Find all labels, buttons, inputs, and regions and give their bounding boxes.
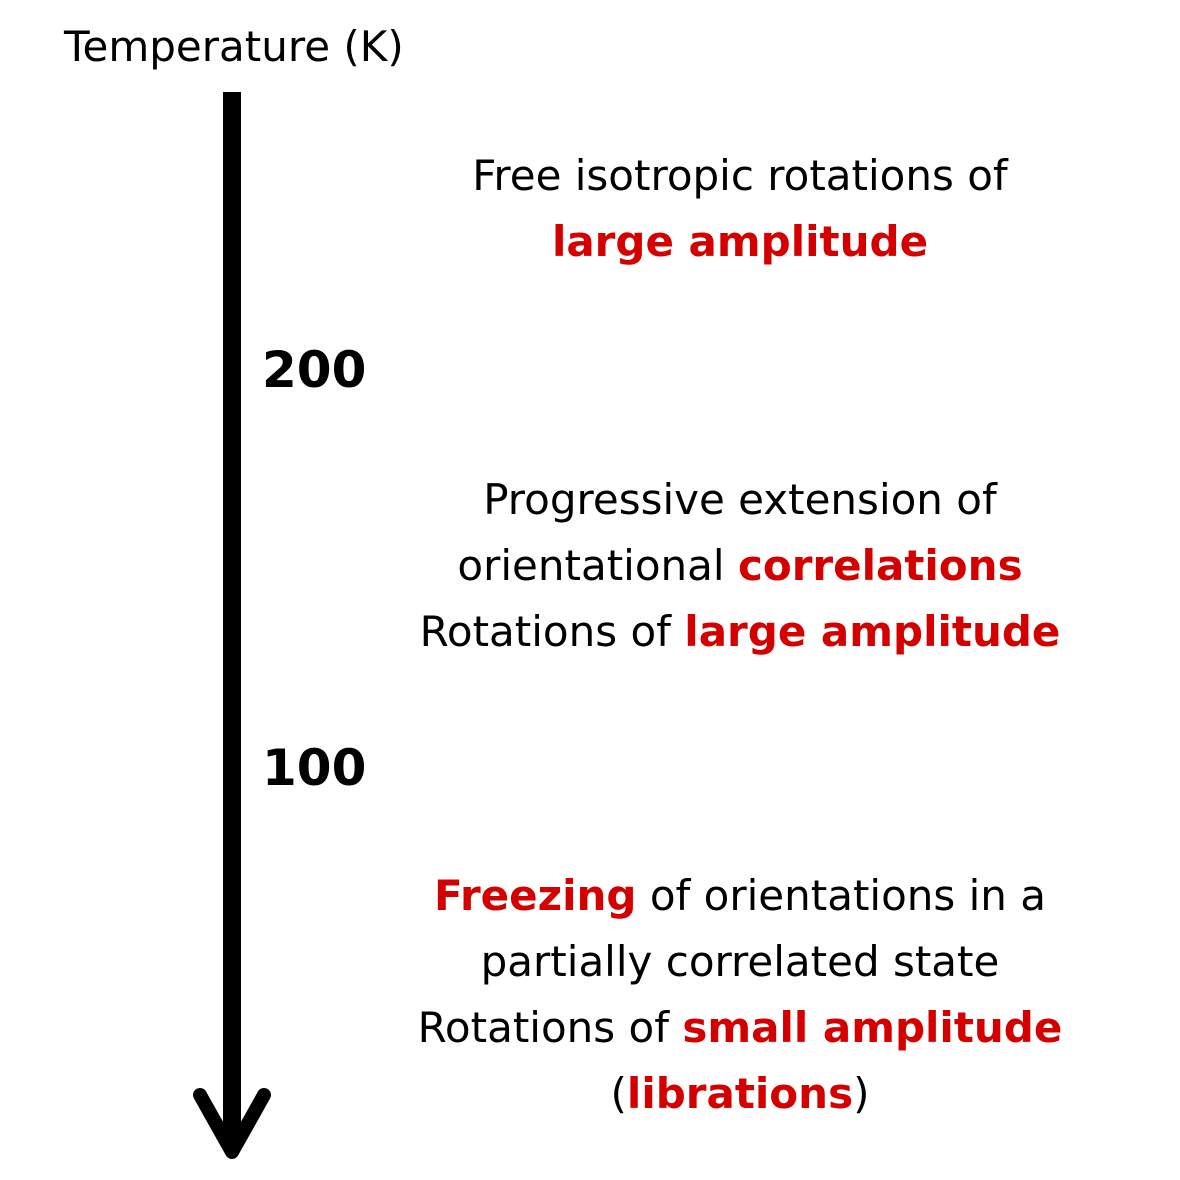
- description-text: Rotations of: [417, 1003, 683, 1052]
- description-text: partially correlated state: [480, 937, 1000, 986]
- description-line: (librations): [380, 1061, 1100, 1127]
- description-line: Progressive extension of: [380, 467, 1100, 533]
- description-text: Free isotropic rotations of: [472, 151, 1008, 200]
- description-line: orientational correlations: [380, 533, 1100, 599]
- description-text: Progressive extension of: [483, 475, 997, 524]
- description-text: Rotations of: [419, 607, 685, 656]
- tick-label-100: 100: [262, 739, 367, 797]
- description-text: of orientations in a: [636, 871, 1047, 920]
- highlighted-term: Freezing: [433, 871, 637, 920]
- tick-label-200: 200: [262, 341, 367, 399]
- highlighted-term: librations: [626, 1069, 854, 1118]
- arrow-head: [193, 1088, 271, 1159]
- highlighted-term: large amplitude: [684, 607, 1061, 656]
- axis-title: Temperature (K): [64, 22, 404, 71]
- region-high-temperature: Free isotropic rotations of large amplitu…: [380, 143, 1100, 275]
- region-intermediate-temperature: Progressive extension of orientational co…: [380, 467, 1100, 665]
- description-line: Freezing of orientations in a: [380, 863, 1100, 929]
- description-text: ): [853, 1069, 870, 1118]
- description-line: partially correlated state: [380, 929, 1100, 995]
- highlighted-term: large amplitude: [551, 217, 929, 266]
- description-text: (: [610, 1069, 627, 1118]
- description-line: large amplitude: [380, 209, 1100, 275]
- description-line: Rotations of small amplitude: [380, 995, 1100, 1061]
- description-text: orientational: [457, 541, 738, 590]
- description-line: Free isotropic rotations of: [380, 143, 1100, 209]
- highlighted-term: correlations: [737, 541, 1023, 590]
- highlighted-term: small amplitude: [682, 1003, 1063, 1052]
- description-line: Rotations of large amplitude: [380, 599, 1100, 665]
- region-low-temperature: Freezing of orientations in a partially c…: [380, 863, 1100, 1127]
